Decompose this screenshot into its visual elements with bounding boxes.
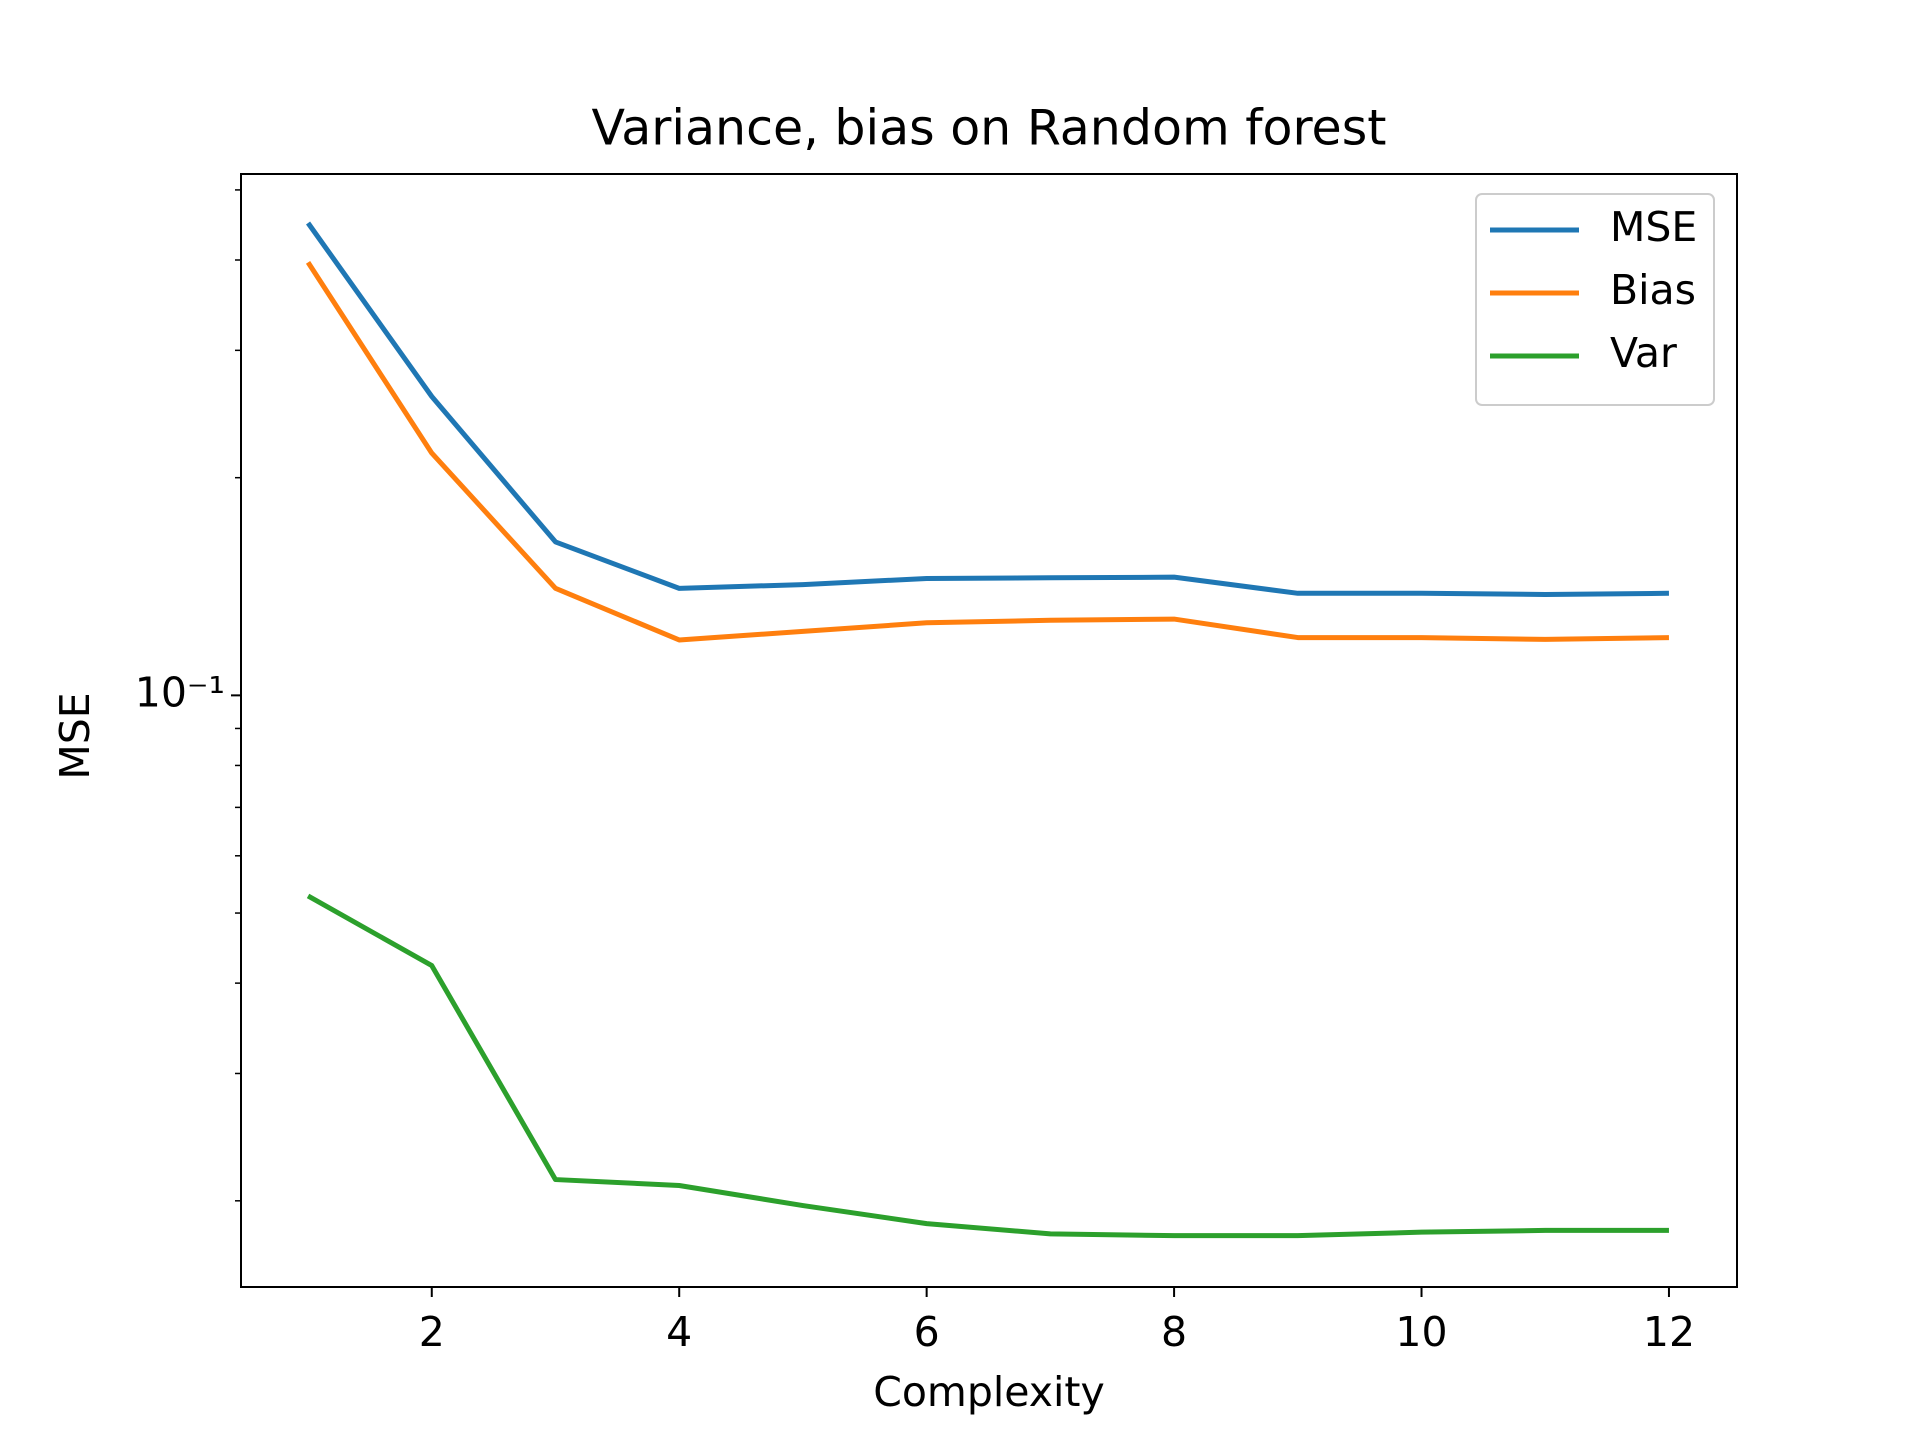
x-tick-label: 12 — [1643, 1308, 1695, 1356]
x-axis-label: Complexity — [873, 1368, 1105, 1416]
legend-label: MSE — [1610, 203, 1697, 251]
chart-title: Variance, bias on Random forest — [592, 100, 1387, 157]
legend-box — [1475, 193, 1715, 406]
x-tick-label: 2 — [419, 1308, 445, 1356]
plot-frame — [240, 173, 1738, 1288]
x-tick-label: 4 — [666, 1308, 692, 1356]
x-tick-label: 6 — [914, 1308, 940, 1356]
legend-label: Var — [1610, 329, 1677, 377]
series-line — [306, 893, 1669, 1239]
y-tick-label: 10⁻¹ — [135, 668, 225, 716]
legend-label: Bias — [1610, 266, 1696, 314]
x-tick-label: 8 — [1161, 1308, 1187, 1356]
series-line — [305, 261, 1669, 643]
y-axis-label: MSE — [51, 692, 99, 779]
x-tick-label: 10 — [1395, 1308, 1447, 1356]
series-line — [306, 221, 1669, 597]
